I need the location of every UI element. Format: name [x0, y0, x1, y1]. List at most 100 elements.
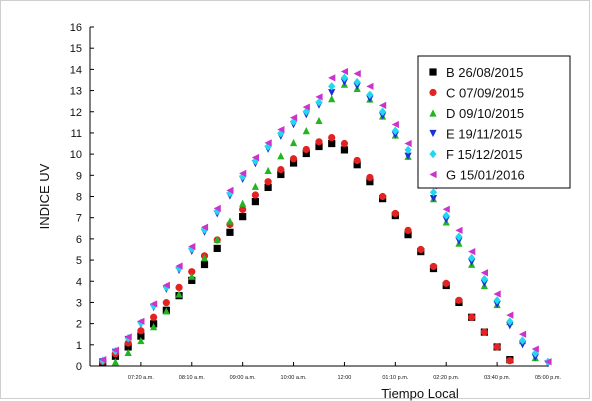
- y-tick-label: 9: [76, 170, 82, 182]
- data-point: [391, 209, 399, 218]
- data-point: [188, 276, 196, 285]
- data-point: [328, 95, 336, 103]
- data-point: [188, 272, 196, 280]
- data-point: [188, 242, 196, 251]
- y-tick-label: 16: [70, 22, 82, 34]
- legend-label: G 15/01/2016: [446, 168, 525, 183]
- data-point: [404, 145, 412, 155]
- legend-label: B 26/08/2015: [446, 65, 523, 80]
- data-point: [340, 73, 349, 83]
- data-point: [506, 357, 514, 365]
- data-point: [226, 217, 234, 225]
- y-tick-label: 1: [76, 340, 82, 352]
- data-point: [111, 358, 120, 366]
- data-point: [264, 142, 272, 151]
- data-point: [417, 245, 425, 254]
- data-point: [213, 204, 221, 212]
- data-point: [493, 290, 501, 298]
- x-tick-label: 05:00 p.m.: [535, 375, 561, 381]
- data-point: [379, 107, 387, 116]
- y-tick-label: 14: [70, 64, 82, 76]
- data-point: [315, 142, 323, 151]
- x-tick-label: 10:00 a.m.: [281, 375, 307, 381]
- data-point: [137, 332, 145, 340]
- legend-marker: [429, 88, 437, 97]
- data-point: [379, 101, 387, 109]
- data-point: [137, 336, 145, 345]
- data-point: [302, 149, 310, 158]
- data-point: [518, 341, 527, 349]
- data-point: [442, 279, 450, 287]
- data-point: [150, 300, 158, 308]
- data-point: [328, 139, 336, 148]
- data-point: [315, 116, 323, 125]
- data-point: [506, 322, 514, 330]
- data-point: [442, 216, 450, 224]
- data-point: [175, 283, 183, 291]
- data-point: [531, 349, 539, 358]
- data-point: [213, 235, 221, 243]
- data-point: [277, 170, 285, 179]
- chart-legend: B 26/08/2015 C 07/09/2015 D 09/10/2015 E 19…: [417, 55, 571, 189]
- data-point: [124, 333, 132, 341]
- data-point: [328, 82, 336, 91]
- data-point: [544, 358, 552, 366]
- legend-marker: [429, 149, 437, 159]
- legend-marker: [429, 129, 437, 138]
- x-tick-label: 08:10 a.m.: [179, 375, 205, 381]
- data-point: [379, 192, 387, 201]
- data-point: [162, 281, 170, 289]
- data-point: [366, 173, 374, 182]
- data-point: [124, 339, 132, 347]
- data-point: [468, 247, 476, 256]
- data-point: [468, 258, 476, 266]
- data-point: [302, 103, 310, 111]
- x-tick-label: 03:40 p.m.: [484, 375, 510, 381]
- data-point: [493, 296, 501, 305]
- data-point: [124, 343, 132, 351]
- data-point: [175, 290, 183, 298]
- data-point: [200, 260, 209, 269]
- data-point: [506, 317, 514, 326]
- data-point: [353, 77, 361, 87]
- data-point: [328, 133, 336, 142]
- y-tick-label: 13: [70, 86, 82, 98]
- data-point: [429, 195, 438, 203]
- y-tick-label: 7: [76, 213, 82, 225]
- data-point: [518, 336, 527, 345]
- data-point: [150, 313, 158, 321]
- data-point: [200, 225, 209, 234]
- data-point: [468, 313, 476, 321]
- data-point: [404, 226, 412, 234]
- data-point: [429, 188, 438, 197]
- y-tick-label: 10: [70, 149, 82, 161]
- data-point: [251, 156, 259, 166]
- data-point: [302, 127, 310, 135]
- x-tick-label: 09:00 a.m.: [230, 375, 256, 381]
- data-point: [518, 330, 527, 338]
- y-axis-label: INDICE UV: [37, 163, 52, 229]
- data-point: [111, 346, 120, 354]
- data-point: [289, 138, 298, 147]
- data-point: [366, 178, 374, 186]
- data-point: [531, 353, 539, 362]
- data-point: [353, 70, 361, 78]
- data-point: [200, 223, 209, 231]
- x-tick-label: 01:10 p.m.: [382, 375, 408, 381]
- data-point: [468, 253, 476, 263]
- data-point: [340, 78, 349, 86]
- data-point: [480, 279, 488, 287]
- data-point: [379, 112, 387, 120]
- y-tick-label: 2: [76, 319, 82, 331]
- data-point: [264, 139, 272, 147]
- data-point: [391, 126, 399, 136]
- data-point: [264, 183, 272, 191]
- x-tick-label: 07:20 a.m.: [128, 375, 154, 381]
- data-point: [137, 327, 145, 335]
- y-tick-label: 15: [70, 43, 82, 55]
- data-point: [353, 82, 361, 90]
- legend-label: F 15/12/2015: [446, 147, 523, 162]
- data-point: [429, 262, 438, 271]
- legend-label: D 09/10/2015: [446, 106, 524, 121]
